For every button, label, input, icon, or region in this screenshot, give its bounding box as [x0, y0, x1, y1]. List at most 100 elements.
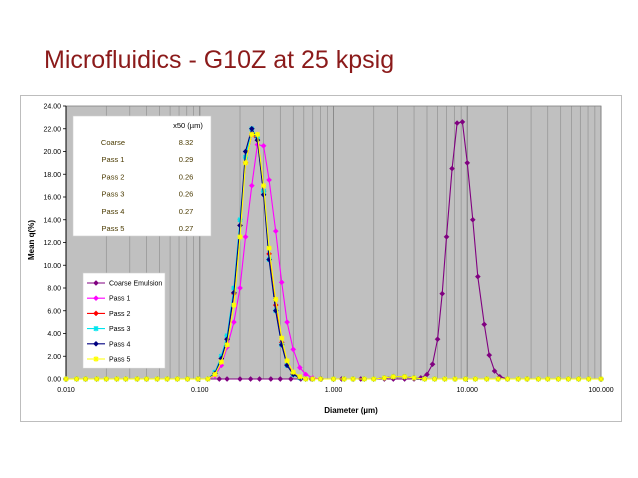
data-point [434, 336, 441, 343]
x50-table-header: x50 (µm) [173, 121, 203, 130]
legend-marker [93, 356, 99, 362]
data-point [290, 369, 296, 375]
x50-row-label: Pass 3 [102, 190, 125, 199]
data-point [330, 376, 337, 382]
data-point [484, 376, 490, 382]
legend-label: Pass 5 [109, 357, 131, 364]
data-point [284, 319, 290, 326]
data-point [195, 376, 201, 382]
y-tick-label: 8.00 [47, 286, 61, 293]
legend-item: Pass 4 [87, 340, 131, 348]
data-point [174, 376, 180, 382]
data-point [598, 376, 604, 382]
data-point [515, 376, 521, 382]
x-tick-label: 100.000 [588, 387, 613, 394]
data-point [381, 375, 387, 381]
data-point [341, 376, 347, 382]
legend-box [82, 272, 166, 369]
y-tick-label: 0.00 [47, 377, 61, 384]
data-point [454, 120, 461, 126]
data-point [260, 142, 267, 149]
x50-table: x50 (µm) Coarse 8.32 Pass 1 0.29 Pass 2 0.26 Pa… [72, 115, 212, 237]
data-point [218, 359, 224, 365]
y-tick-label: 20.00 [43, 149, 61, 156]
legend-marker [93, 340, 99, 347]
data-point [424, 371, 430, 378]
data-point [545, 376, 551, 382]
data-point [459, 119, 466, 125]
x50-table-box [72, 115, 212, 237]
data-point [123, 376, 129, 382]
data-point [303, 376, 309, 382]
x50-row-label: Coarse [101, 138, 125, 147]
data-point [114, 376, 120, 382]
legend: Coarse Emulsion Pass 1 Pass 2 Pass 3 Pass 4 P… [82, 272, 166, 369]
legend-marker [93, 326, 99, 332]
legend-label: Coarse Emulsion [109, 281, 162, 288]
data-point [63, 376, 69, 382]
data-point [429, 361, 436, 368]
y-tick-label: 18.00 [43, 172, 61, 179]
data-point [237, 285, 243, 291]
data-point [401, 374, 408, 380]
data-point [290, 346, 297, 353]
data-point [491, 368, 498, 374]
data-point [103, 376, 109, 382]
data-point [371, 376, 377, 382]
data-point [248, 125, 255, 132]
data-point [267, 376, 274, 382]
legend-marker [93, 295, 99, 302]
data-point [266, 177, 272, 183]
data-point [154, 376, 160, 382]
y-tick-label: 10.00 [43, 263, 61, 270]
data-point [277, 376, 284, 382]
legend-label: Pass 3 [109, 326, 131, 333]
x50-row-label: Pass 4 [102, 207, 125, 216]
data-point [279, 335, 285, 341]
data-point [224, 336, 230, 343]
y-tick-label: 6.00 [47, 308, 61, 315]
legend-item: Pass 5 [87, 356, 131, 364]
tick-labels: 0.00 2.00 4.00 6.00 8.00 10.00 12.00 14.00 16.00… [43, 104, 613, 395]
data-point [205, 376, 211, 382]
data-point [469, 216, 476, 223]
data-point [256, 376, 263, 382]
legend-item: Coarse Emulsion [87, 280, 162, 288]
legend-label: Pass 2 [109, 311, 131, 318]
data-point [422, 376, 428, 382]
data-point [143, 376, 150, 382]
x-tick-label: 10.000 [457, 387, 479, 394]
data-point [184, 376, 191, 382]
legend-item: Pass 3 [87, 326, 131, 333]
x-axis-label: Diameter (µm) [324, 406, 378, 415]
x-tick-label: 1.000 [325, 387, 343, 394]
y-tick-label: 24.00 [43, 104, 61, 111]
data-point [297, 374, 303, 380]
data-point [472, 376, 478, 382]
data-point [317, 376, 324, 382]
data-point [216, 376, 223, 382]
data-point [361, 376, 367, 382]
data-point [504, 376, 511, 382]
data-point [452, 376, 458, 382]
data-point [231, 319, 237, 326]
data-point [254, 131, 261, 138]
data-point [266, 245, 272, 251]
data-point [575, 376, 582, 382]
series-pass-5 [63, 131, 604, 382]
slide-title: Microfluidics - G10Z at 25 kpsig [44, 46, 395, 74]
data-point [287, 376, 294, 382]
data-point [260, 191, 267, 198]
data-point [284, 358, 290, 364]
data-point [249, 131, 255, 138]
data-point [242, 148, 249, 155]
y-axis-label: Mean q(%) [27, 220, 36, 260]
data-point [431, 376, 438, 382]
particle-size-chart: 0.00 2.00 4.00 6.00 8.00 10.00 12.00 14.00 16.00… [27, 104, 614, 416]
data-point [242, 233, 249, 240]
data-point [296, 364, 303, 371]
data-point [237, 234, 243, 240]
data-point [495, 376, 501, 382]
legend-item: Pass 2 [87, 310, 131, 318]
legend-marker [93, 310, 99, 317]
